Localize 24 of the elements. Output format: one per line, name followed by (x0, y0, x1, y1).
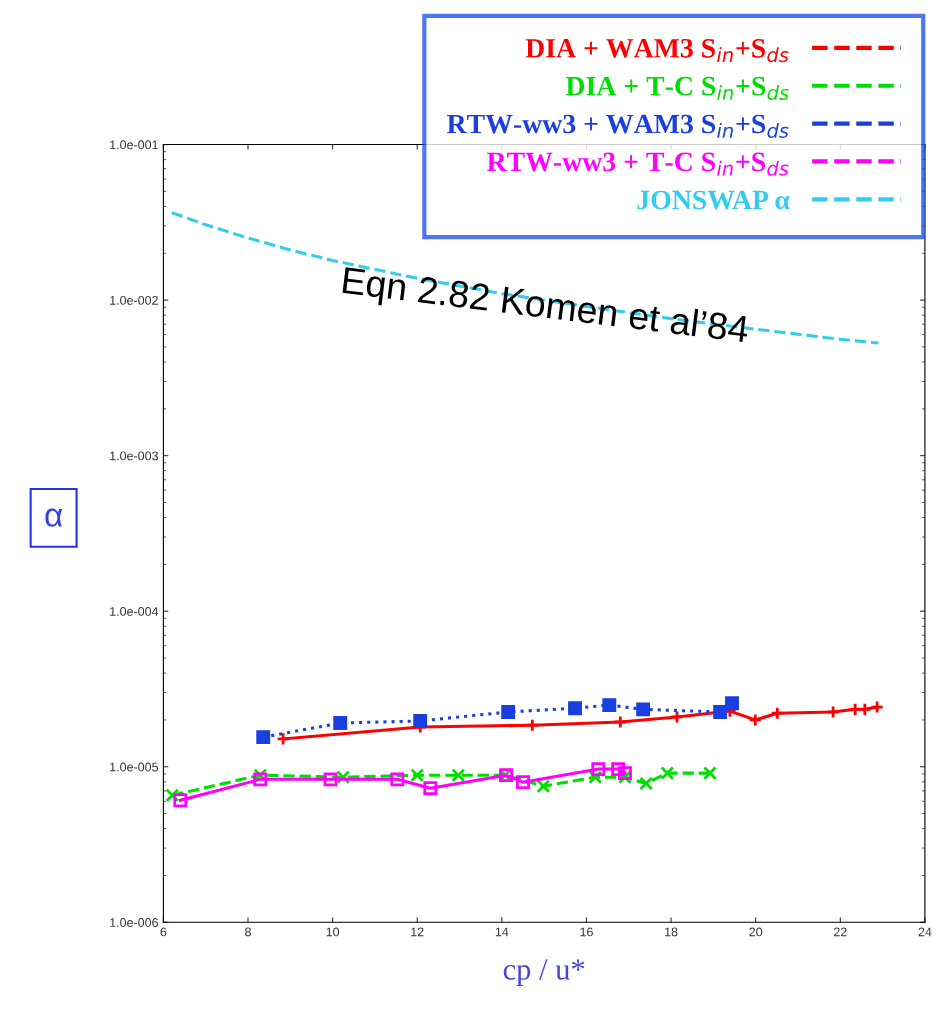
y-tick-label: 1.0e-005 (110, 762, 159, 772)
legend-label: JONSWAP α (637, 190, 790, 210)
x-tick-label: 14 (495, 927, 509, 937)
annotation: Eqn 2.82 Komen et al’84 (341, 265, 750, 351)
x-tick-label: 12 (411, 927, 424, 937)
legend-label: DIA + WAM3 S$_{in}$+S$_{ds}$ (525, 38, 789, 63)
x-tick-label: 16 (580, 927, 593, 937)
y-tick-label: 1.0e-002 (110, 295, 158, 305)
x-tick-label: 6 (160, 927, 167, 937)
legend-label: RTW-ww3 + WAM3 S$_{in}$+S$_{ds}$ (447, 114, 789, 138)
x-axis-title: cp / u* (503, 959, 585, 986)
x-tick-label: 10 (326, 927, 340, 937)
y-tick-label: 1.0e-003 (110, 451, 158, 461)
y-tick-label: 1.0e-004 (110, 607, 159, 616)
y-tick-label: 1.0e-001 (110, 140, 158, 150)
x-tick-label: 20 (749, 927, 763, 937)
x-tick-label: 22 (833, 927, 847, 937)
x-tick-label: 8 (245, 927, 251, 937)
x-tick-label: 24 (918, 927, 932, 937)
legend-label: RTW-ww3 + T-C S$_{in}$+S$_{ds}$ (487, 152, 789, 176)
y-tick-label: 1.0e-006 (110, 918, 158, 927)
y-axis-title: α (45, 508, 63, 527)
legend-label: DIA + T-C S$_{in}$+S$_{ds}$ (565, 76, 789, 101)
x-tick-label: 18 (665, 927, 678, 937)
